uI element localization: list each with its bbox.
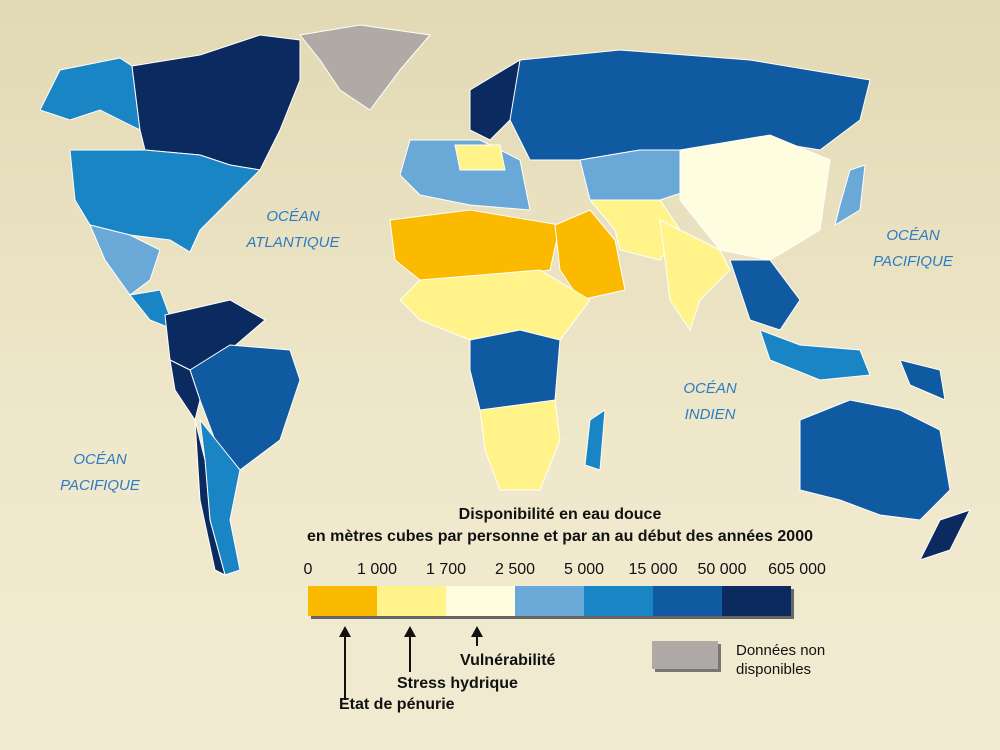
arrow-up-icon: [471, 626, 483, 646]
region-north-africa: [389, 209, 561, 281]
legend-subtitle: en mètres cubes par personne et par an a…: [307, 528, 813, 545]
legend-tick: 50 000: [697, 561, 747, 578]
legend-swatch: [377, 586, 446, 616]
no-data-label: Données non disponibles: [736, 642, 826, 678]
legend-tick: 1 000: [356, 561, 398, 578]
legend-tick: 0: [303, 561, 313, 578]
region-madagascar: [584, 409, 606, 471]
region-papua: [899, 359, 946, 401]
region-japan: [834, 164, 866, 227]
region-central-europe: [454, 144, 506, 171]
legend-swatch: [515, 586, 584, 616]
region-new-zealand: [919, 509, 971, 561]
legend-tick: 5 000: [563, 561, 605, 578]
legend-tick: 1 700: [425, 561, 467, 578]
region-west-africa: [399, 269, 591, 341]
region-greenland: [299, 24, 431, 111]
region-southeast-asia: [729, 259, 801, 331]
ocean-label-pacifique-west: OCÉAN PACIFIQUE: [45, 447, 155, 499]
region-peru: [169, 359, 201, 422]
region-australia: [799, 399, 951, 521]
legend-color-bar: [308, 586, 791, 616]
ocean-line: OCÉAN: [266, 208, 320, 225]
ocean-line: OCÉAN: [683, 380, 737, 397]
ocean-line: PACIFIQUE: [60, 477, 140, 494]
legend-swatch: [446, 586, 515, 616]
ocean-line: INDIEN: [684, 406, 736, 423]
legend-swatch: [653, 586, 722, 616]
ocean-label-atlantique: OCÉAN ATLANTIQUE: [238, 204, 348, 256]
ocean-line: PACIFIQUE: [873, 253, 953, 270]
legend-swatch: [584, 586, 653, 616]
legend-swatch: [722, 586, 791, 616]
ocean-label-pacifique-east: OCÉAN PACIFIQUE: [858, 223, 968, 275]
legend-title: Disponibilité en eau douce: [458, 506, 662, 523]
region-china: [679, 134, 831, 261]
region-chile: [194, 419, 226, 576]
legend-tick: 605 000: [768, 561, 826, 578]
ocean-line: OCÉAN: [886, 227, 940, 244]
category-penurie: Etat de pénurie: [339, 696, 455, 713]
legend-tick: 15 000: [628, 561, 678, 578]
ocean-line: OCÉAN: [73, 451, 127, 468]
region-canada: [131, 34, 301, 171]
legend-tick: 2 500: [494, 561, 536, 578]
category-vulnerabilite: Vulnérabilité: [460, 652, 556, 669]
region-southern-africa: [479, 399, 561, 491]
region-alaska: [39, 57, 141, 131]
ocean-line: ATLANTIQUE: [246, 234, 340, 251]
category-stress: Stress hydrique: [397, 675, 518, 692]
region-brazil: [189, 344, 301, 471]
ocean-label-indien: OCÉAN INDIEN: [655, 376, 765, 428]
region-middle-east: [554, 209, 626, 301]
region-india: [659, 219, 731, 332]
no-data-swatch: [652, 641, 718, 669]
region-russia: [509, 49, 871, 161]
arrow-up-icon: [339, 626, 351, 700]
legend-swatch: [308, 586, 377, 616]
arrow-up-icon: [404, 626, 416, 672]
region-indonesia: [759, 329, 871, 381]
region-mexico: [89, 224, 161, 296]
